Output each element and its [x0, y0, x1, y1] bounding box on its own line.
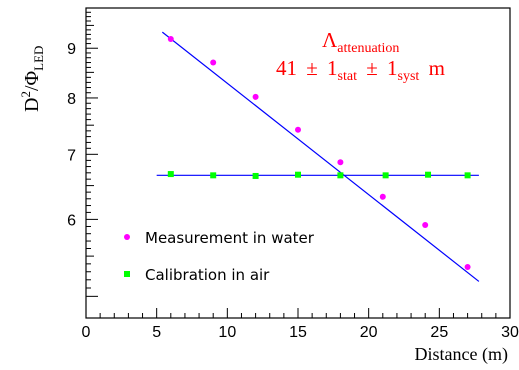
water-fit-line [161, 31, 480, 282]
water-point [422, 222, 429, 229]
x-axis-title: Distance (m) [415, 344, 508, 365]
air-point [382, 172, 389, 179]
y-tick-label: 6 [67, 212, 76, 229]
air-point [425, 171, 432, 178]
water-point [210, 59, 217, 66]
air-point [295, 171, 301, 178]
x-tick-label: 10 [218, 324, 236, 341]
legend-label-air: Calibration in air [145, 266, 270, 284]
legend-label-water: Measurement in water [145, 229, 315, 247]
water-point [295, 126, 301, 133]
water-point [464, 263, 471, 270]
attenuation-symbol: Λattenuation [322, 28, 399, 56]
x-tick-label: 25 [430, 324, 448, 341]
air-point [167, 171, 174, 178]
x-tick-label: 15 [289, 324, 307, 341]
water-point [379, 193, 386, 200]
x-tick-label: 30 [501, 324, 519, 341]
water-point [337, 159, 344, 166]
x-tick-label: 0 [82, 324, 91, 341]
legend-marker-water [124, 234, 130, 240]
x-tick-label: 5 [152, 324, 161, 341]
legend-marker-air [124, 271, 130, 277]
legend: Measurement in water Calibration in air [124, 229, 315, 284]
air-point [464, 172, 471, 179]
air-point [252, 172, 259, 179]
x-axis-ticks: 0 5 10 15 20 25 30 [82, 308, 519, 341]
water-point [167, 35, 174, 42]
x-tick-label: 20 [360, 324, 378, 341]
y-tick-label: 7 [67, 147, 76, 164]
y-axis-title: D2/ΦLED [18, 46, 46, 112]
y-tick-label: 8 [67, 91, 76, 108]
air-point [210, 172, 217, 179]
y-axis-ticks: 6 7 8 9 [67, 11, 98, 297]
water-point [252, 93, 259, 100]
y-tick-label: 9 [67, 41, 76, 58]
attenuation-value: 41 ± 1stat ± 1syst m [276, 56, 445, 85]
data-points [167, 35, 471, 270]
air-point [337, 172, 344, 179]
